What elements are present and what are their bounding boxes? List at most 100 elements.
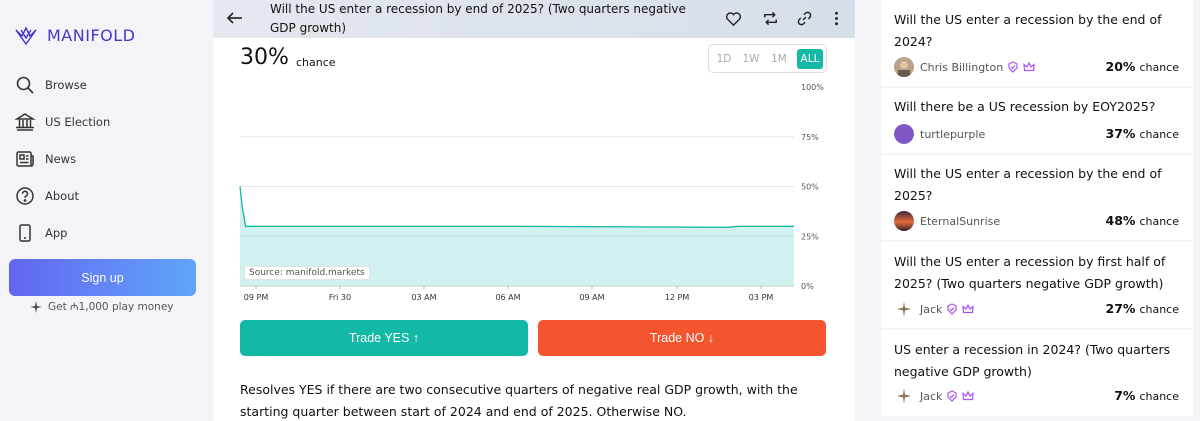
phone-icon [19, 223, 31, 242]
probability-value: 27% [1105, 301, 1136, 316]
x-tick-label: 03 AM [411, 293, 436, 302]
link-icon[interactable] [795, 9, 814, 28]
manifold-logo-icon [15, 26, 37, 46]
question-circle-icon [16, 186, 34, 205]
probability-value: 20% [1105, 59, 1136, 74]
related-market-question: Will the US enter a recession by the end… [894, 12, 1162, 49]
verified-badge-icon [947, 303, 958, 315]
nav-item-app[interactable]: App [14, 214, 110, 251]
sunset-avatar-icon [894, 211, 914, 231]
search-icon [16, 76, 34, 94]
creator-name[interactable]: EternalSunrise [920, 214, 1001, 228]
crown-icon [962, 303, 975, 314]
range-all-button[interactable]: ALL [797, 49, 823, 69]
sparkle-avatar-icon [894, 299, 914, 319]
related-market-creator: turtlepurple [894, 124, 985, 144]
newspaper-icon [16, 150, 34, 167]
y-tick-label: 75% [801, 133, 819, 142]
related-market-question: Will the US enter a recession by first h… [894, 254, 1166, 291]
user-avatar[interactable] [894, 124, 914, 144]
market-description: Resolves YES if there are two consecutiv… [240, 382, 798, 419]
nav-label: Browse [45, 77, 87, 92]
photo-avatar-icon [894, 57, 914, 77]
sidebar: MANIFOLD Browse US Election News [0, 0, 212, 421]
x-tick-label: Fri 30 [329, 293, 351, 302]
probability-value: 48% [1105, 213, 1136, 228]
related-market-creator: Chris Billington [894, 57, 1035, 77]
capitol-icon [14, 112, 36, 131]
user-avatar[interactable] [894, 299, 914, 319]
verified-badge-icon [947, 390, 958, 402]
related-market-card[interactable]: Will the US enter a recession by first h… [881, 242, 1193, 328]
brand-name: MANIFOLD [47, 25, 136, 45]
related-market-card[interactable]: US enter a recession in 2024? (Two quart… [881, 330, 1193, 416]
heart-icon[interactable] [724, 9, 743, 28]
logo[interactable]: MANIFOLD [14, 24, 135, 46]
probability-word: chance [1139, 61, 1179, 74]
related-market-question: Will there be a US recession by EOY2025? [894, 99, 1156, 114]
crown-icon [1023, 61, 1035, 72]
play-money-bonus: Get ₼1,000 play money [30, 300, 174, 314]
y-tick-label: 100% [801, 83, 824, 92]
back-arrow-icon[interactable] [225, 8, 245, 28]
more-options-icon[interactable] [827, 9, 846, 28]
market-header: Will the US enter a recession by end of … [213, 0, 855, 38]
probability-word: chance [1139, 128, 1179, 141]
related-market-probability: 37% chance [1106, 126, 1179, 141]
probability-label: chance [296, 56, 336, 69]
user-avatar[interactable] [894, 57, 914, 77]
related-market-probability: 27% chance [1106, 301, 1179, 316]
range-1w-button[interactable]: 1W [742, 53, 760, 65]
related-market-creator: Jack [894, 386, 975, 406]
nav-item-news[interactable]: News [14, 140, 110, 177]
market-panel: Will the US enter a recession by end of … [213, 0, 855, 421]
x-tick-label: 09 AM [579, 293, 604, 302]
related-market-probability: 48% chance [1106, 213, 1179, 228]
user-avatar[interactable] [894, 211, 914, 231]
creator-name[interactable]: Jack [920, 302, 943, 316]
nav-item-us-election[interactable]: US Election [14, 103, 110, 140]
y-tick-label: 50% [801, 183, 819, 192]
related-markets: Will the US enter a recession by the end… [881, 0, 1200, 421]
time-range-selector: 1D 1W 1M ALL [708, 44, 827, 73]
repost-icon[interactable] [761, 9, 780, 28]
creator-name[interactable]: Chris Billington [920, 60, 1004, 74]
x-tick-label: 12 PM [665, 293, 690, 302]
related-market-probability: 20% chance [1106, 59, 1179, 74]
y-tick-label: 25% [801, 232, 819, 241]
x-tick-label: 06 AM [495, 293, 520, 302]
sparkle-icon [30, 301, 42, 313]
chart-source: Source: manifold.markets [244, 266, 370, 280]
purple-circle-avatar-icon [894, 124, 914, 144]
nav-item-browse[interactable]: Browse [14, 66, 110, 103]
y-tick-label: 0% [801, 282, 814, 291]
probability-word: chance [1139, 390, 1179, 403]
trade-yes-button[interactable]: Trade YES ↑ [240, 320, 528, 356]
creator-name[interactable]: Jack [920, 389, 943, 403]
nav-label: About [45, 188, 80, 203]
related-market-card[interactable]: Will the US enter a recession by the end… [881, 0, 1193, 86]
probability-value: 37% [1105, 126, 1136, 141]
related-market-card[interactable]: Will the US enter a recession by the end… [881, 155, 1193, 240]
user-avatar[interactable] [894, 386, 914, 406]
nav-item-about[interactable]: About [14, 177, 110, 214]
probability-word: chance [1139, 303, 1179, 316]
nav-label: US Election [45, 114, 111, 129]
bonus-text: Get ₼1,000 play money [48, 301, 174, 313]
probability-line [239, 186, 794, 228]
related-market-card[interactable]: Will there be a US recession by EOY2025?… [881, 88, 1193, 153]
market-probability: 30% [240, 45, 289, 70]
crown-icon [962, 390, 975, 401]
sign-up-button[interactable]: Sign up [9, 259, 196, 296]
creator-name[interactable]: turtlepurple [920, 127, 986, 141]
trade-no-button[interactable]: Trade NO ↓ [538, 320, 826, 356]
probability-value: 7% [1114, 388, 1136, 403]
probability-chart: 100% 75% 50% 25% 0% 09 PM Fri 30 03 AM 06 AM 09 A… [239, 83, 824, 302]
range-1m-button[interactable]: 1M [771, 53, 787, 65]
related-market-question: US enter a recession in 2024? (Two quart… [894, 342, 1171, 379]
x-tick-label: 09 PM [244, 293, 269, 302]
market-title: Will the US enter a recession by end of … [270, 2, 686, 35]
sparkle-avatar-icon [894, 386, 914, 406]
nav-label: App [45, 225, 68, 240]
range-1d-button[interactable]: 1D [716, 53, 732, 65]
